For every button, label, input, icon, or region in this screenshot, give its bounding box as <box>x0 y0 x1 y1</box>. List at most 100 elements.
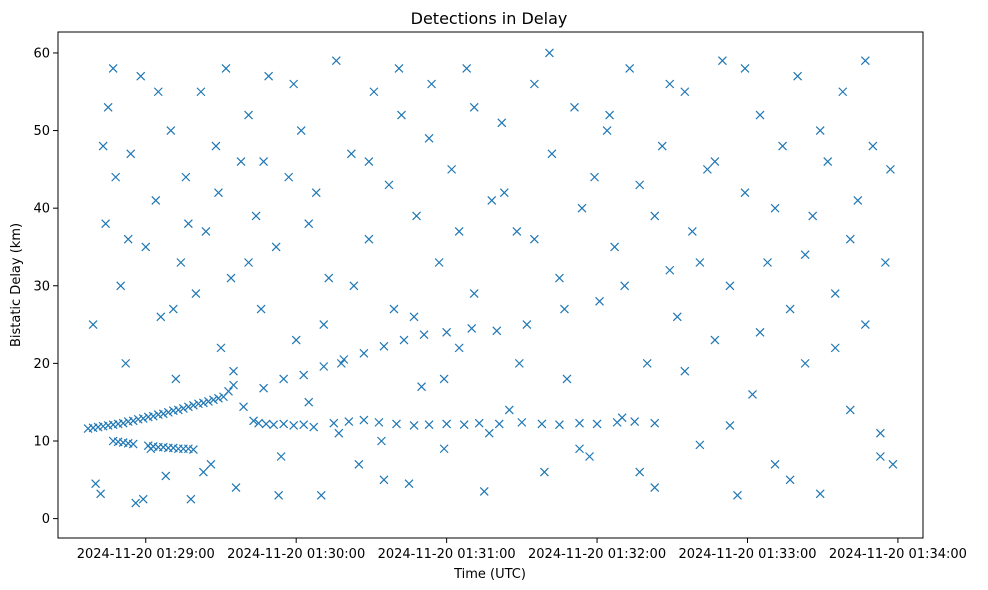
detection-marker <box>191 289 201 298</box>
x-axis-ticks: 2024-11-20 01:29:00 2024-11-20 01:30:00 20… <box>77 538 967 562</box>
detection-marker <box>379 341 389 351</box>
detection-marker <box>830 343 840 353</box>
detection-marker <box>299 370 309 380</box>
detection-marker <box>845 405 855 415</box>
detection-marker <box>770 459 780 469</box>
detection-marker <box>221 64 231 73</box>
detection-marker <box>261 419 271 429</box>
detection-marker <box>397 110 406 120</box>
detection-marker <box>334 428 344 438</box>
detection-marker <box>311 188 321 198</box>
detection-marker <box>389 304 399 314</box>
detection-marker <box>279 374 289 384</box>
detection-marker <box>642 358 652 368</box>
x-tick-label: 2024-11-20 01:29:00 <box>77 547 215 562</box>
detection-marker <box>359 415 369 425</box>
detection-marker <box>620 281 630 291</box>
detection-marker <box>296 126 306 135</box>
detection-marker <box>158 409 168 419</box>
detection-marker <box>808 211 818 221</box>
detection-marker <box>229 366 238 376</box>
detection-marker <box>316 490 326 500</box>
detection-marker <box>204 396 213 406</box>
detection-marker <box>695 258 705 267</box>
detection-marker <box>274 490 284 500</box>
detection-marker <box>364 157 374 167</box>
detection-marker <box>785 475 795 485</box>
detection-marker <box>442 327 452 337</box>
detection-marker <box>331 56 341 66</box>
detection-marker <box>254 418 264 428</box>
detection-marker <box>733 490 742 500</box>
detection-marker <box>650 211 660 221</box>
detection-marker <box>665 265 675 275</box>
detection-marker <box>259 383 269 393</box>
y-tick-label: 60 <box>33 46 50 61</box>
detection-marker <box>98 141 108 151</box>
detection-marker <box>171 374 181 384</box>
detection-marker <box>610 242 620 252</box>
detection-marker <box>793 71 803 81</box>
detection-marker <box>469 102 479 112</box>
detection-marker <box>146 444 156 454</box>
detection-marker <box>374 417 384 427</box>
x-axis-label: Time (UTC) <box>453 567 526 582</box>
detection-marker <box>141 242 151 252</box>
detection-marker <box>239 402 248 412</box>
detection-marker <box>291 335 301 345</box>
detection-marker <box>547 149 557 159</box>
detection-marker <box>214 393 223 403</box>
detection-marker <box>276 452 286 461</box>
detection-marker <box>630 417 640 427</box>
detection-marker <box>128 439 138 449</box>
detection-marker <box>123 234 133 244</box>
detection-marker <box>740 64 750 73</box>
detection-marker <box>585 452 594 461</box>
detection-marker <box>198 398 208 408</box>
detection-marker <box>336 358 346 368</box>
detection-marker <box>392 419 401 429</box>
detection-marker <box>289 421 299 430</box>
detection-marker <box>88 320 98 330</box>
detection-marker <box>868 141 878 151</box>
detection-marker <box>284 172 294 182</box>
detection-marker <box>467 324 477 333</box>
x-tick-label: 2024-11-20 01:34:00 <box>829 547 967 562</box>
detection-marker <box>231 483 241 492</box>
detection-marker <box>555 420 564 430</box>
detection-marker <box>131 498 141 508</box>
detection-marker <box>462 64 472 73</box>
detection-marker <box>427 79 437 89</box>
detection-marker <box>529 79 539 89</box>
detection-marker <box>319 320 329 330</box>
detection-marker <box>186 494 196 504</box>
detection-marker <box>575 444 584 454</box>
detection-marker <box>514 358 524 368</box>
detection-marker <box>577 203 587 213</box>
detection-marker <box>111 172 121 182</box>
detection-marker <box>346 149 356 159</box>
data-markers <box>83 48 898 508</box>
detection-marker <box>244 110 253 120</box>
detection-marker <box>417 382 426 392</box>
detection-marker <box>672 312 682 322</box>
detection-marker <box>138 494 148 504</box>
detection-marker <box>560 304 569 314</box>
detection-marker <box>650 418 660 428</box>
detection-marker <box>442 419 452 429</box>
detection-marker <box>344 417 354 427</box>
detection-marker <box>725 421 735 430</box>
detection-marker <box>605 110 615 120</box>
detection-marker <box>447 164 457 174</box>
detection-marker <box>815 126 825 135</box>
detection-marker <box>309 422 319 432</box>
detection-marker <box>504 405 514 415</box>
detection-marker <box>304 397 314 407</box>
detection-marker <box>725 281 735 291</box>
detection-marker <box>695 440 705 450</box>
detection-marker <box>369 87 379 97</box>
detection-marker <box>256 304 266 314</box>
detection-marker <box>236 157 246 167</box>
detection-marker <box>454 343 464 353</box>
